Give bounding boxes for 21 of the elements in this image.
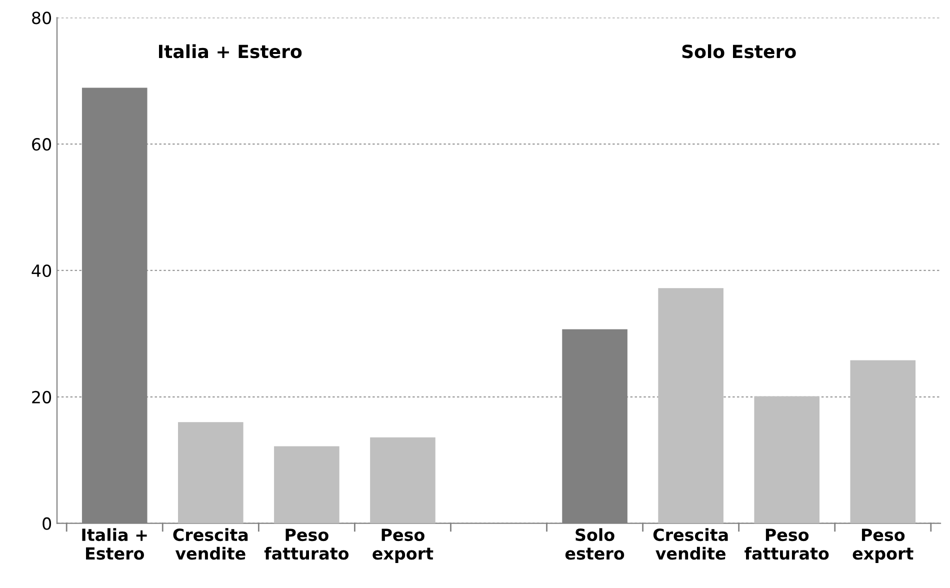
x-tick-label: Crescita vendite: [173, 528, 248, 560]
x-tick-label: Peso fatturato: [744, 528, 829, 560]
bar: [850, 360, 916, 524]
bar: [178, 422, 244, 524]
y-tick-label: 0: [42, 517, 52, 530]
annotation: Italia + Estero: [158, 44, 302, 58]
bar: [658, 288, 724, 524]
bar: [274, 446, 340, 524]
y-tick-label: 60: [32, 138, 52, 151]
y-tick-label: 80: [32, 12, 52, 24]
x-tick-label: Crescita vendite: [653, 528, 728, 560]
x-tick-label: Solo estero: [565, 528, 624, 560]
y-tick-label: 20: [32, 390, 52, 404]
x-tick-label: Peso export: [372, 528, 434, 563]
x-tick-label: Peso fatturato: [264, 528, 349, 560]
bar: [370, 437, 436, 524]
x-tick-label: Peso export: [852, 528, 914, 563]
annotation: Solo Estero: [682, 44, 796, 58]
bar: [754, 396, 820, 524]
x-tick-label: Italia + Estero: [82, 528, 147, 560]
y-tick-label: 40: [32, 264, 52, 278]
